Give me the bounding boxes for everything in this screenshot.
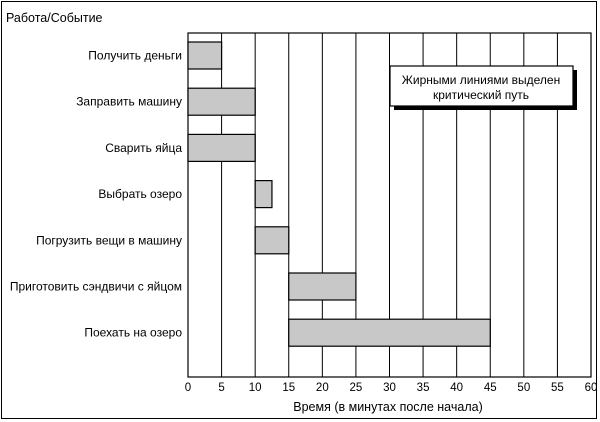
task-label: Поехать на озеро [84, 326, 182, 340]
critical-path-note: Жирными линиями выделен критический путь [389, 65, 577, 110]
task-bars [187, 41, 491, 347]
x-tick-label: 40 [450, 382, 463, 394]
task-label: Заправить машину [76, 95, 182, 109]
task-bar [187, 87, 256, 116]
x-tick-label: 0 [185, 382, 191, 394]
task-label: Приготовить сэндвичи с яйцом [10, 280, 182, 294]
x-tick-label: 15 [282, 382, 295, 394]
task-label: Погрузить вещи в машину [36, 233, 182, 247]
note-line-2: критический путь [433, 88, 529, 102]
task-label: Получить деньги [88, 49, 182, 63]
task-bar [288, 272, 357, 301]
plot-area [187, 32, 592, 378]
x-tick-label: 10 [249, 382, 262, 394]
task-bar [187, 133, 256, 162]
task-labels: Получить деньги Заправить машину Сварить я… [10, 49, 182, 340]
task-bar [254, 180, 273, 209]
x-tick-label: 35 [417, 382, 430, 394]
note-box [389, 65, 574, 107]
y-header: Работа/Событие [6, 11, 103, 25]
x-tick-label: 30 [383, 382, 396, 394]
x-tick-label: 25 [350, 382, 363, 394]
x-tick-label: 5 [218, 382, 224, 394]
x-axis-label: Время (в минутах после начала) [293, 400, 482, 414]
note-line-1: Жирными линиями выделен [402, 73, 560, 87]
x-tick-label: 50 [517, 382, 530, 394]
x-tick-label: 20 [316, 382, 329, 394]
task-label: Выбрать озеро [98, 187, 182, 201]
task-bar [187, 41, 223, 70]
task-label: Сварить яйца [105, 141, 182, 155]
task-bar [288, 318, 491, 347]
x-tick-label: 60 [585, 382, 598, 394]
x-tick-label: 55 [551, 382, 564, 394]
task-bar [254, 226, 290, 255]
x-tick-labels: 0 5 10 15 20 25 30 35 40 45 50 55 60 [185, 382, 598, 394]
x-tick-label: 45 [484, 382, 497, 394]
